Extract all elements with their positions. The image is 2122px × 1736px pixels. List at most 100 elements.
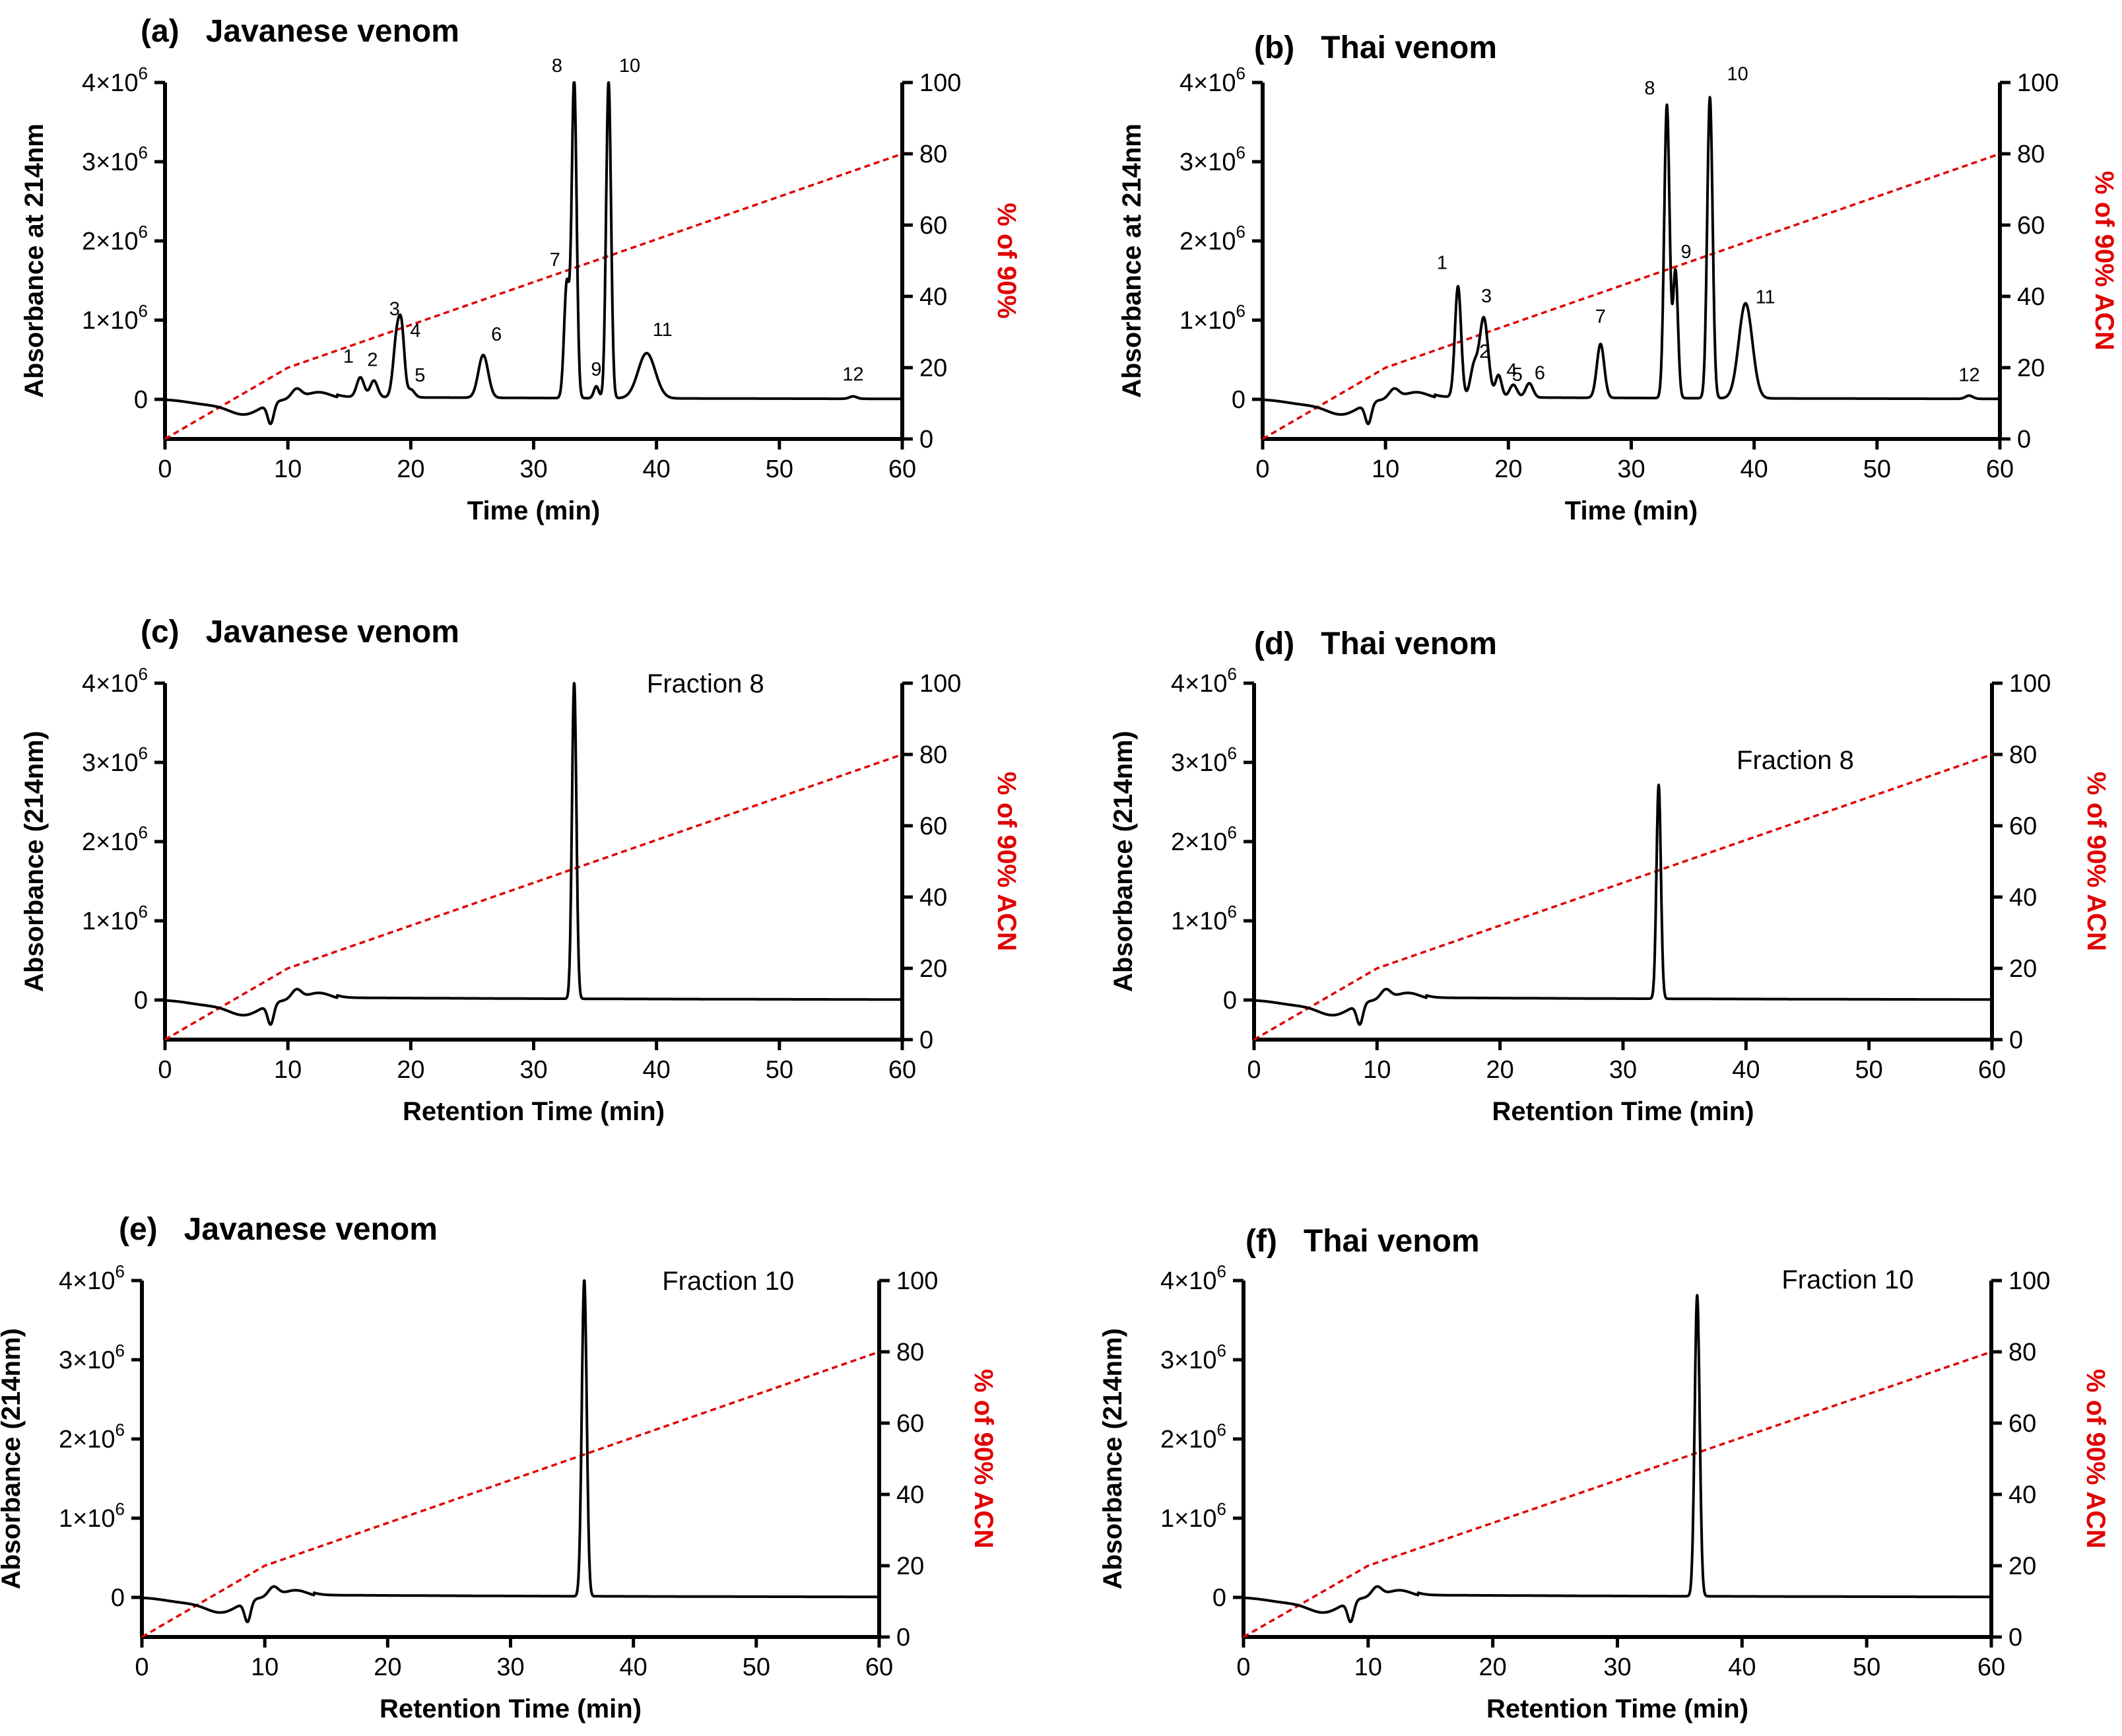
- x-tick-label: 20: [397, 455, 424, 483]
- y-tick-exponent: 6: [139, 63, 148, 83]
- y2-tick-label: 0: [896, 1624, 910, 1652]
- fraction-label: Fraction 8: [647, 669, 764, 698]
- y-tick-label: 0: [134, 386, 148, 414]
- y-tick-label: 4×106: [1171, 664, 1237, 698]
- y-axis-label: Absorbance (214nm): [1109, 731, 1138, 992]
- acn-gradient-line: [141, 1351, 880, 1638]
- y2-tick-label: 0: [919, 1026, 933, 1054]
- peak-label: 8: [1644, 78, 1655, 99]
- y-tick-exponent: 6: [139, 143, 148, 162]
- y-tick-exponent: 6: [139, 222, 148, 242]
- y-tick-base: 1×10: [1160, 1505, 1217, 1533]
- panel-title: (f) Thai venom: [1245, 1224, 1480, 1259]
- y-tick-base: 1×10: [59, 1505, 116, 1533]
- y-tick-label: 0: [111, 1584, 125, 1612]
- fraction-label: Fraction 10: [1781, 1265, 1913, 1294]
- x-tick-label: 30: [1609, 1056, 1637, 1084]
- panel-title: (a) Javanese venom: [141, 14, 459, 49]
- y2-tick-label: 40: [2017, 283, 2045, 311]
- peak-label: 6: [1535, 363, 1545, 384]
- y-tick-exponent: 6: [1236, 143, 1245, 162]
- x-axis-label: Retention Time (min): [1486, 1694, 1748, 1723]
- x-tick-label: 40: [643, 455, 671, 483]
- x-tick-label: 30: [519, 1056, 547, 1084]
- x-tick-label: 60: [888, 455, 916, 483]
- x-tick-label: 60: [888, 1056, 916, 1084]
- y-tick-label: 1×106: [1179, 301, 1245, 335]
- x-tick-label: 60: [1977, 1653, 2005, 1681]
- y2-tick-label: 100: [919, 670, 961, 698]
- y2-tick-label: 100: [896, 1267, 938, 1295]
- panel-title: (e) Javanese venom: [119, 1212, 438, 1247]
- y-tick-base: 4×10: [82, 69, 139, 97]
- y2-tick-label: 80: [2009, 741, 2037, 769]
- x-tick-label: 10: [274, 1056, 302, 1084]
- x-tick-label: 50: [1863, 455, 1891, 483]
- y2-tick-label: 80: [2017, 141, 2045, 168]
- x-tick-label: 40: [620, 1653, 647, 1681]
- y2-tick-label: 80: [919, 741, 947, 769]
- y-tick-exponent: 6: [139, 902, 148, 921]
- y-tick-base: 2×10: [1171, 828, 1228, 856]
- panel-title-text: Javanese venom: [206, 14, 459, 49]
- y-tick-label: 1×106: [59, 1499, 125, 1533]
- y2-axis-label: % of 90% ACN: [2081, 1369, 2110, 1549]
- y-tick-base: 3×10: [1171, 749, 1228, 777]
- chromatogram-trace: [164, 682, 904, 1026]
- y-tick-label: 4×106: [59, 1261, 125, 1295]
- y2-tick-label: 80: [2008, 1339, 2036, 1366]
- y-tick-base: 4×10: [1179, 69, 1236, 97]
- panel-title-text: Javanese venom: [206, 615, 459, 650]
- y2-axis-label: % of 90%: [992, 203, 1021, 319]
- peak-label: 12: [842, 364, 863, 385]
- y2-tick-label: 100: [2009, 670, 2051, 698]
- y-tick-label: 3×106: [1179, 143, 1245, 176]
- panel-title: (c) Javanese venom: [141, 615, 459, 650]
- x-tick-label: 20: [1479, 1653, 1507, 1681]
- x-tick-label: 60: [865, 1653, 893, 1681]
- x-tick-label: 20: [397, 1056, 424, 1084]
- y-tick-base: 2×10: [59, 1426, 116, 1453]
- x-tick-label: 50: [1855, 1056, 1883, 1084]
- y2-axis-label: % of 90% ACN: [2082, 772, 2111, 951]
- acn-gradient-line: [164, 753, 903, 1041]
- y-tick-base: 0: [111, 1584, 125, 1612]
- peak-label: 7: [1595, 306, 1606, 327]
- y2-tick-label: 40: [2009, 884, 2037, 912]
- acn-gradient-line: [164, 152, 903, 440]
- y-tick-exponent: 6: [139, 743, 148, 763]
- x-axis-label: Retention Time (min): [380, 1694, 642, 1723]
- y-tick-base: 3×10: [82, 149, 139, 176]
- peak-label: 8: [552, 55, 562, 77]
- x-tick-label: 40: [1741, 455, 1768, 483]
- y2-tick-label: 80: [896, 1339, 924, 1366]
- y-tick-exponent: 6: [116, 1420, 125, 1440]
- y-tick-label: 4×106: [1160, 1261, 1226, 1295]
- y2-tick-label: 60: [2009, 813, 2037, 840]
- chromatogram-trace: [1242, 1294, 1993, 1624]
- x-tick-label: 60: [1978, 1056, 2006, 1084]
- x-tick-label: 50: [743, 1653, 770, 1681]
- y-tick-exponent: 6: [1217, 1499, 1226, 1519]
- y-tick-base: 2×10: [1179, 228, 1236, 255]
- y-tick-exponent: 6: [1228, 743, 1237, 763]
- panel-title-text: Thai venom: [1321, 626, 1497, 661]
- panel-title-text: Javanese venom: [184, 1212, 438, 1247]
- y2-tick-label: 20: [2008, 1552, 2036, 1580]
- y-tick-exponent: 6: [1217, 1341, 1226, 1360]
- x-tick-label: 0: [158, 1056, 172, 1084]
- x-tick-label: 0: [1236, 1653, 1250, 1681]
- y-tick-label: 2×106: [82, 822, 148, 856]
- chromatogram-trace: [141, 1279, 880, 1624]
- y-tick-exponent: 6: [1236, 222, 1245, 242]
- panel-letter: (d): [1254, 626, 1294, 661]
- y2-axis-label: % of 90% ACN: [2090, 171, 2119, 351]
- y2-tick-label: 40: [919, 884, 947, 912]
- y-tick-label: 3×106: [82, 143, 148, 176]
- x-tick-label: 30: [496, 1653, 524, 1681]
- acn-gradient-line: [1253, 753, 1993, 1041]
- y-tick-base: 1×10: [1171, 908, 1228, 935]
